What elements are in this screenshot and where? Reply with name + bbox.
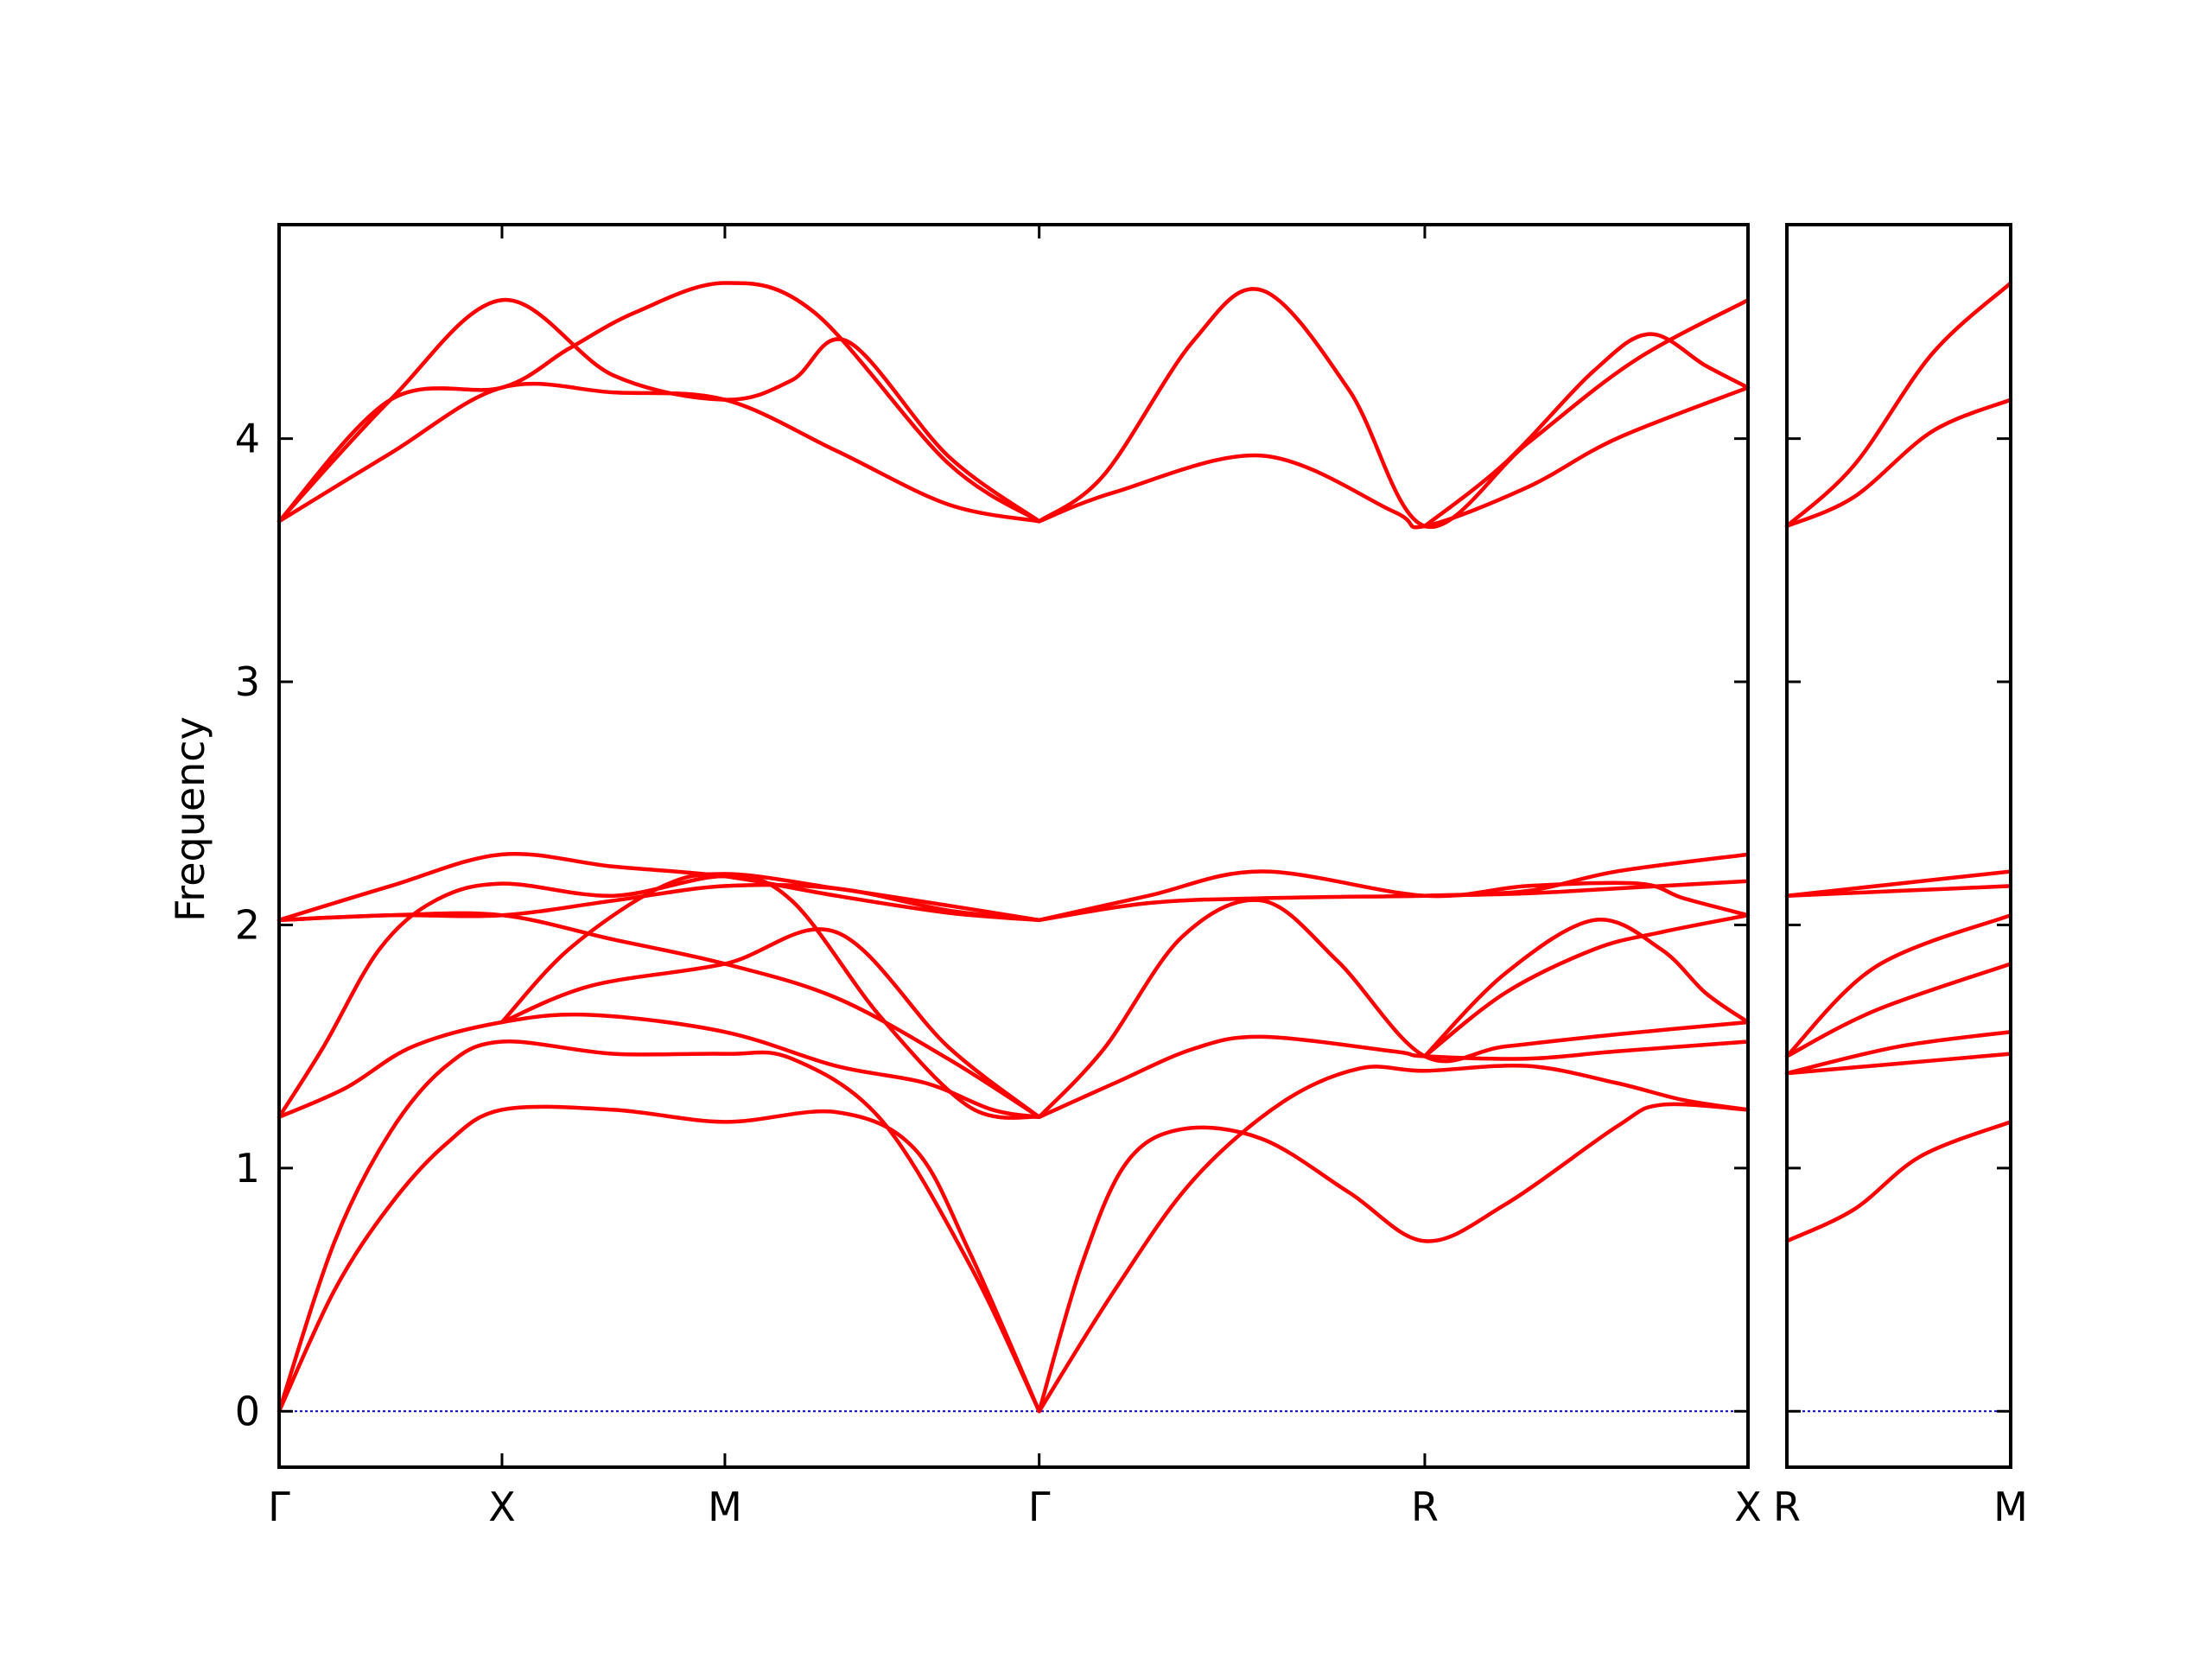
band-line-main-3 <box>276 1012 1041 1120</box>
band-line-inset-5 <box>1784 912 2013 1058</box>
band-line-main-12 <box>276 297 1041 524</box>
band-line-main-17 <box>1422 918 1751 1058</box>
band-line-main-14 <box>1037 1064 1751 1414</box>
band-line-inset-3 <box>1784 1030 2013 1076</box>
band-line-main-21 <box>1422 852 1751 898</box>
x-tick-label: X <box>1734 1484 1762 1530</box>
x-tick-label: X <box>488 1484 516 1530</box>
y-tick-label: 1 <box>235 1145 260 1192</box>
band-line-inset-2 <box>1784 1052 2013 1076</box>
band-line-main-16 <box>1037 898 1751 1120</box>
band-line-inset-1 <box>1784 1120 2013 1243</box>
band-line-main-6 <box>499 872 1041 1025</box>
band-line-inset-4 <box>1784 962 2013 1058</box>
band-line-main-15 <box>1037 1034 1751 1120</box>
band-line-main-1 <box>276 1104 1041 1414</box>
x-tick-label: Γ <box>1028 1484 1051 1530</box>
y-tick-label: 3 <box>235 658 260 705</box>
band-line-main-11 <box>276 281 1041 524</box>
band-line-inset-8 <box>1784 397 2013 529</box>
band-line-inset-9 <box>1784 281 2013 529</box>
band-line-main-18 <box>1422 912 1751 1058</box>
x-tick-label: M <box>708 1484 742 1530</box>
band-line-main-22 <box>1037 385 1751 530</box>
x-tick-label: Γ <box>268 1484 290 1530</box>
x-tick-label: M <box>1993 1484 2028 1530</box>
band-line-main-9 <box>276 852 1041 923</box>
y-axis-label: Frequency <box>167 716 213 922</box>
band-line-main-23 <box>1037 287 1751 530</box>
band-line-main-24 <box>1422 332 1751 529</box>
band-line-inset-7 <box>1784 869 2013 898</box>
band-line-main-13 <box>1037 1102 1751 1414</box>
x-tick-label: R <box>1773 1484 1801 1530</box>
plot-frame-main <box>277 223 1750 1469</box>
band-lines-layer <box>276 281 2013 1414</box>
band-line-main-4 <box>276 874 1041 1120</box>
band-line-main-5 <box>499 927 1041 1120</box>
band-line-main-8 <box>276 882 1041 923</box>
band-line-main-2 <box>276 1039 1041 1414</box>
band-line-main-10 <box>276 381 1041 524</box>
plot-frame-inset <box>1785 223 2012 1469</box>
y-tick-label: 4 <box>235 416 260 462</box>
y-tick-label: 0 <box>235 1388 260 1434</box>
x-tick-label: R <box>1411 1484 1439 1530</box>
y-tick-label: 2 <box>235 901 260 948</box>
